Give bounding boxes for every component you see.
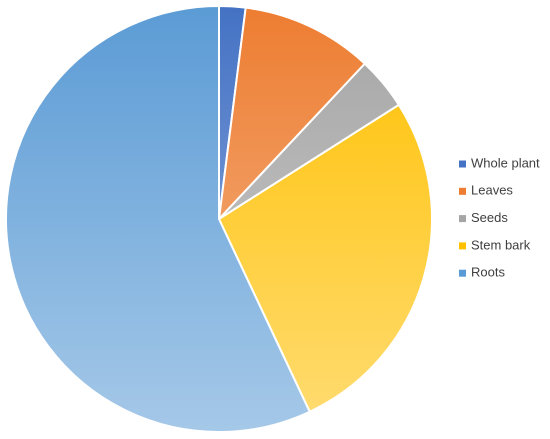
legend-label: Roots: [471, 265, 505, 280]
legend-label: Seeds: [471, 210, 508, 225]
pie-slice: [5, 4, 312, 433]
pie-slice: [217, 6, 367, 222]
legend-label: Whole plant: [471, 155, 540, 170]
legend-label: Leaves: [471, 183, 513, 198]
legend-swatch: [459, 269, 466, 277]
pie-slice: [217, 103, 433, 414]
legend-label: Stem bark: [471, 237, 531, 252]
legend-swatch: [459, 187, 466, 195]
legend-swatch: [459, 242, 466, 250]
legend-swatch: [459, 215, 466, 223]
legend-swatch: [459, 160, 466, 168]
